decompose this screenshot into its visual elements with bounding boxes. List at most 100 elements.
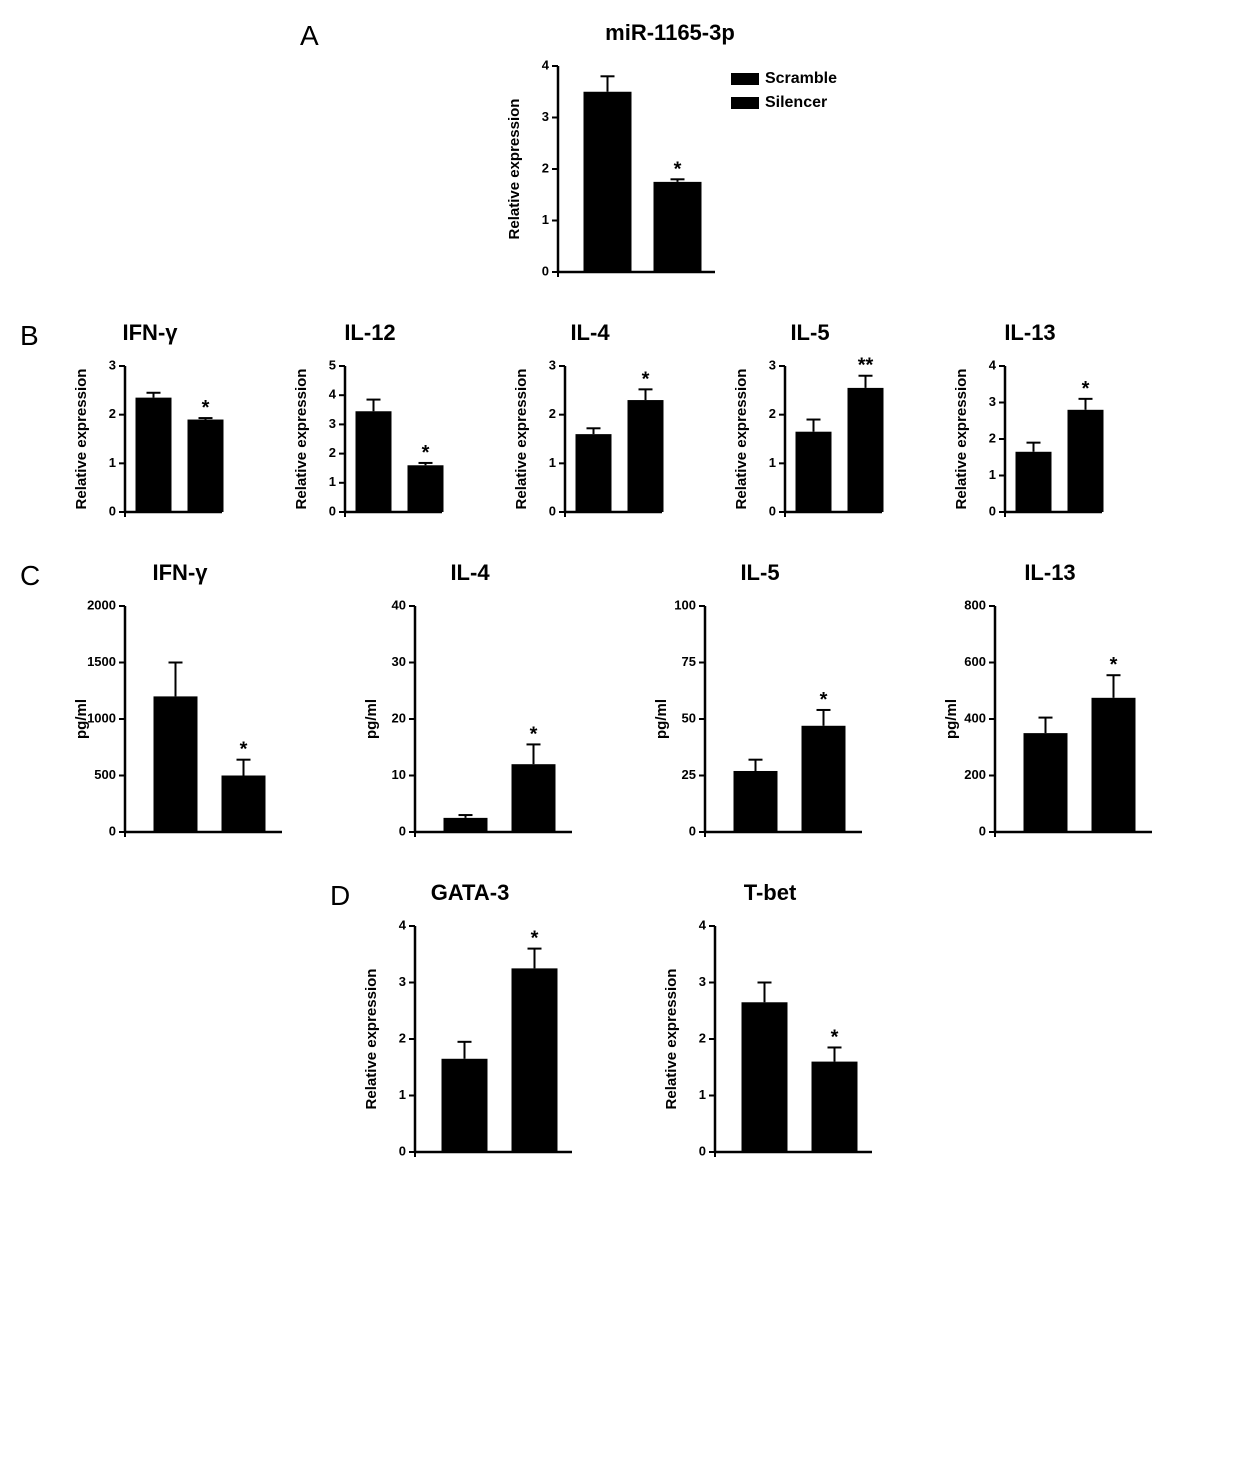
chart-title: GATA-3 [431, 880, 510, 906]
significance-marker: * [240, 739, 248, 761]
bar [512, 968, 558, 1152]
bar [356, 411, 392, 512]
ytick-label: 0 [769, 503, 776, 518]
bar [154, 696, 198, 832]
bar [734, 771, 778, 832]
ytick-label: 4 [699, 917, 707, 932]
ytick-label: 3 [329, 416, 336, 431]
chart-B-2: IL-40123*Relative expression [510, 320, 670, 530]
ytick-label: 2 [109, 406, 116, 421]
chart-title: IFN-γ [123, 320, 178, 346]
ytick-label: 0 [979, 823, 986, 838]
ytick-label: 0 [109, 503, 116, 518]
ytick-label: 40 [392, 597, 406, 612]
legend-item: Silencer [731, 94, 837, 112]
y-axis-label: Relative expression [733, 369, 750, 510]
panel-b-label: B [20, 320, 39, 352]
chart-svg: 0255075100*pg/ml [650, 590, 870, 850]
panel-c-charts: IFN-γ0500100015002000*pg/mlIL-4010203040… [60, 560, 1170, 850]
chart-svg: 01234*Relative expression [660, 910, 880, 1170]
ytick-label: 2 [989, 430, 996, 445]
panel-a-charts: miR-1165-3p01234*Relative expressionScra… [493, 20, 847, 290]
bar [1016, 452, 1052, 512]
legend: Scramble Silencer [731, 70, 837, 112]
ytick-label: 2000 [87, 597, 116, 612]
chart-title: IL-13 [1004, 320, 1055, 346]
chart-D-0: GATA-301234*Relative expression [360, 880, 580, 1170]
ytick-label: 1 [699, 1087, 706, 1102]
ytick-label: 0 [689, 823, 696, 838]
bar [442, 1059, 488, 1152]
ytick-label: 400 [964, 710, 986, 725]
bar [796, 432, 832, 512]
chart-A-0: miR-1165-3p01234*Relative expressionScra… [503, 20, 837, 290]
significance-marker: * [831, 1026, 839, 1048]
ytick-label: 1 [399, 1087, 406, 1102]
chart-C-3: IL-130200400600800*pg/ml [940, 560, 1160, 850]
chart-C-0: IFN-γ0500100015002000*pg/ml [70, 560, 290, 850]
ytick-label: 4 [542, 57, 550, 72]
y-axis-label: Relative expression [663, 969, 680, 1110]
figure-root: A miR-1165-3p 0 1 2 3 4 * Relative expression Sc… [20, 20, 1220, 1170]
chart-title: miR-1165-3p [605, 20, 735, 46]
legend-item: Scramble [731, 70, 837, 88]
significance-marker: * [642, 368, 650, 390]
ytick-label: 2 [542, 160, 549, 175]
ytick-label: 75 [682, 654, 696, 669]
significance-marker: * [1082, 378, 1090, 400]
bar [742, 1002, 788, 1152]
chart-title: IL-4 [450, 560, 489, 586]
ytick-label: 0 [989, 503, 996, 518]
ytick-label: 100 [674, 597, 696, 612]
significance-marker: * [530, 723, 538, 745]
y-axis-label: Relative expression [293, 369, 310, 510]
ytick-label: 2 [549, 406, 556, 421]
bar [408, 465, 444, 512]
ytick-label: 3 [549, 357, 556, 372]
bar [576, 434, 612, 512]
bar [188, 420, 224, 512]
ytick-label: 5 [329, 357, 336, 372]
chart-title: IFN-γ [153, 560, 208, 586]
ytick-label: 0 [699, 1143, 706, 1158]
bar [628, 400, 664, 512]
chart-svg: 01234*Relative expression [503, 50, 723, 290]
ytick-label: 1 [549, 455, 556, 470]
legend-label: Silencer [765, 94, 827, 112]
panel-c-label: C [20, 560, 40, 592]
significance-marker: * [422, 442, 430, 464]
panel-b-row: B IFN-γ0123*Relative expressionIL-120123… [20, 320, 1220, 530]
ytick-label: 3 [769, 357, 776, 372]
ytick-label: 1 [769, 455, 776, 470]
panel-c-row: C IFN-γ0500100015002000*pg/mlIL-40102030… [20, 560, 1220, 850]
chart-B-4: IL-1301234*Relative expression [950, 320, 1110, 530]
significance-marker: ** [858, 355, 874, 377]
significance-marker: * [674, 158, 682, 180]
y-axis-label: pg/ml [73, 699, 90, 739]
panel-d-row: D GATA-301234*Relative expressionT-bet01… [20, 880, 1220, 1170]
panel-a-label: A [300, 20, 319, 52]
chart-svg: 012345*Relative expression [290, 350, 450, 530]
y-axis-label: pg/ml [363, 699, 380, 739]
bar [444, 818, 488, 832]
panel-b-charts: IFN-γ0123*Relative expressionIL-12012345… [60, 320, 1120, 530]
chart-B-0: IFN-γ0123*Relative expression [70, 320, 230, 530]
y-axis-label: Relative expression [363, 969, 380, 1110]
ytick-label: 600 [964, 654, 986, 669]
legend-swatch [731, 97, 759, 109]
ytick-label: 0 [399, 823, 406, 838]
ytick-label: 3 [542, 109, 549, 124]
chart-B-1: IL-12012345*Relative expression [290, 320, 450, 530]
ytick-label: 1500 [87, 654, 116, 669]
chart-svg: 010203040*pg/ml [360, 590, 580, 850]
ytick-label: 30 [392, 654, 406, 669]
ytick-label: 3 [109, 357, 116, 372]
bar [1024, 733, 1068, 832]
y-axis-label: Relative expression [513, 369, 530, 510]
chart-svg: 0123**Relative expression [730, 350, 890, 530]
bar [136, 398, 172, 512]
significance-marker: * [531, 928, 539, 950]
chart-title: IL-5 [740, 560, 779, 586]
y-axis-label: Relative expression [953, 369, 970, 510]
bar [812, 1062, 858, 1152]
